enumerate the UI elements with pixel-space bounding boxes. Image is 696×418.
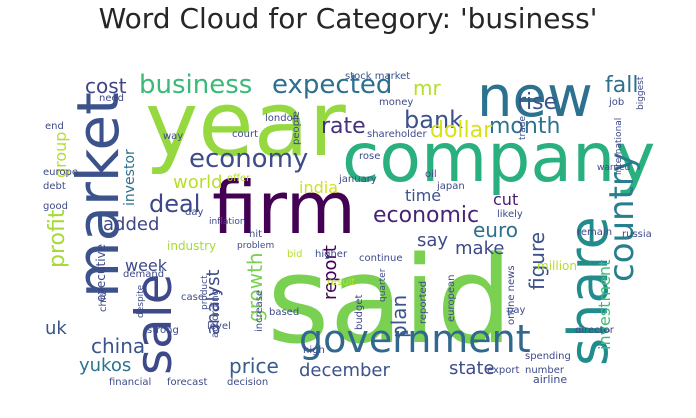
word-online-news: online news — [506, 265, 517, 325]
word-company: company — [342, 119, 656, 198]
word-oil: oil — [425, 169, 437, 180]
word-bid: bid — [287, 249, 303, 260]
word-new: new — [477, 70, 593, 130]
word-court: court — [232, 129, 258, 140]
word-government: government — [299, 317, 531, 361]
word-high: high — [303, 345, 325, 356]
word-trade: trade — [518, 116, 528, 140]
word-india: india — [299, 178, 338, 197]
word-economic: economic — [373, 203, 480, 228]
word-shareholder: shareholder — [367, 129, 427, 140]
word-mr: mr — [413, 76, 441, 100]
word-warned: warned — [597, 163, 631, 173]
word-demand: demand — [123, 269, 165, 280]
word-end: end — [45, 121, 64, 132]
word-expected: expected — [272, 70, 393, 100]
word-higher: higher — [315, 249, 348, 260]
word-strong: strong — [147, 325, 179, 336]
word-offer: offer — [227, 173, 251, 184]
word-european: european — [446, 274, 457, 322]
word-hit: hit — [249, 229, 263, 240]
word-day: day — [185, 207, 204, 218]
word-week: week — [125, 256, 168, 275]
word-business: business — [139, 70, 253, 100]
word-firm: firm — [212, 166, 356, 250]
word-yukos: yukos — [79, 355, 132, 376]
word-profit: profit — [45, 209, 70, 268]
word-euro: euro — [473, 218, 518, 242]
word-money: money — [379, 97, 414, 108]
word-product: product — [200, 275, 210, 310]
word-increase: increase — [254, 289, 265, 332]
word-plan: plan — [387, 294, 411, 338]
word-need: need — [99, 93, 124, 104]
word-problem: problem — [237, 241, 275, 251]
word-time: time — [405, 186, 442, 205]
word-state: state — [449, 358, 495, 379]
word-added: added — [103, 214, 160, 235]
word-despite: despite — [136, 284, 146, 318]
word-industry: industry — [167, 239, 217, 253]
word-deal: deal — [149, 190, 201, 218]
word-investor: investor — [122, 149, 138, 206]
word-pay: pay — [507, 305, 526, 316]
word-chief: chief — [98, 287, 109, 312]
word-result: result — [327, 277, 356, 288]
word-number: number — [525, 365, 565, 376]
word-financial: financial — [109, 377, 152, 388]
word-dollar: dollar — [430, 118, 493, 143]
word-level: level — [207, 321, 231, 332]
word-uk: uk — [45, 318, 67, 339]
word-likely: likely — [497, 209, 523, 220]
word-case: case — [181, 292, 204, 303]
word-rose: rose — [359, 151, 381, 162]
word-make: make — [455, 238, 505, 259]
word-director: director — [575, 325, 614, 336]
word-london: london — [265, 113, 300, 124]
word-good: good — [43, 201, 68, 212]
word-cloud: said year company firm market new share sale gov… — [37, 70, 659, 388]
word-world: world — [173, 172, 223, 193]
word-said: said — [267, 232, 513, 371]
word-million: million — [537, 259, 577, 273]
word-remain: remain — [577, 227, 613, 238]
word-december: december — [299, 360, 390, 381]
word-investment: investment — [595, 259, 614, 350]
chart-title: Word Cloud for Category: 'business' — [98, 2, 598, 35]
word-inflation: inflation — [209, 217, 246, 227]
word-january: january — [339, 174, 377, 185]
word-bank: bank — [404, 106, 464, 134]
word-rise: rise — [517, 90, 558, 115]
word-price: price — [229, 354, 279, 378]
word-debt: debt — [43, 181, 66, 192]
word-cost: cost — [85, 74, 127, 98]
word-quarter: quarter — [378, 268, 388, 302]
word-economy: economy — [189, 144, 309, 174]
word-job: job — [609, 97, 625, 108]
word-rate: rate — [321, 114, 366, 139]
word-budget: budget — [354, 294, 365, 330]
word-say: say — [417, 230, 449, 251]
word-cut: cut — [493, 190, 519, 209]
word-airline: airline — [533, 373, 568, 386]
word-japan: japan — [437, 181, 465, 192]
word-year: year — [145, 72, 346, 177]
word-fall: fall — [605, 73, 639, 98]
word-export: export — [487, 365, 520, 376]
word-forecast: forecast — [167, 377, 208, 388]
word-continue: continue — [359, 253, 403, 264]
word-month: month — [489, 114, 561, 139]
word-russia: russia — [622, 229, 652, 240]
word-spending: spending — [525, 351, 571, 362]
word-way: way — [163, 131, 184, 142]
word-china: china — [91, 334, 146, 358]
word-stock-market: stock market — [345, 71, 411, 82]
word-europe: europe — [43, 167, 78, 178]
word-based: based — [269, 307, 300, 318]
word-decision: decision — [227, 377, 269, 388]
word-biggest: biggest — [636, 76, 646, 110]
word-according: according — [210, 289, 221, 338]
word-reported: reported — [418, 280, 429, 324]
